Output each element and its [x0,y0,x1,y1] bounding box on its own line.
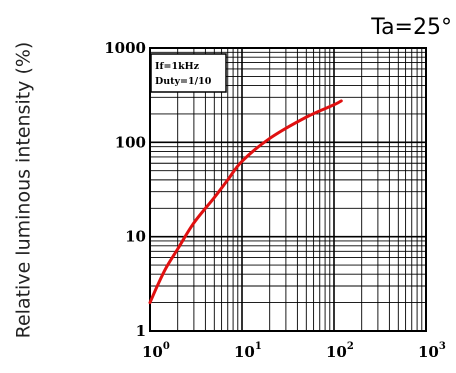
annotation-line-1: If=1kHz [155,61,200,72]
y-tick-label: 100 [115,133,146,151]
y-tick-label: 1 [136,322,146,340]
annotation-line-2: Duty=1/10 [155,76,212,87]
y-tick-label: 10 [125,228,146,246]
plot-frame [149,47,427,332]
y-axis-label: Relative luminous intensity (%) [13,42,35,339]
y-tick-label: 1000 [104,39,146,57]
x-tick-label: 103 [418,341,446,361]
condition-label: Ta=25° [370,15,452,40]
grid [149,48,426,332]
x-tick-label: 100 [142,341,170,361]
series-line [148,99,343,305]
y-tick-labels: 1 10 100 1000 [104,39,146,340]
x-tick-labels: 100 101 102 103 [142,341,446,361]
x-tick-label: 101 [234,341,262,361]
annotation-box: If=1kHz Duty=1/10 [150,53,227,93]
x-tick-label: 102 [326,341,354,361]
